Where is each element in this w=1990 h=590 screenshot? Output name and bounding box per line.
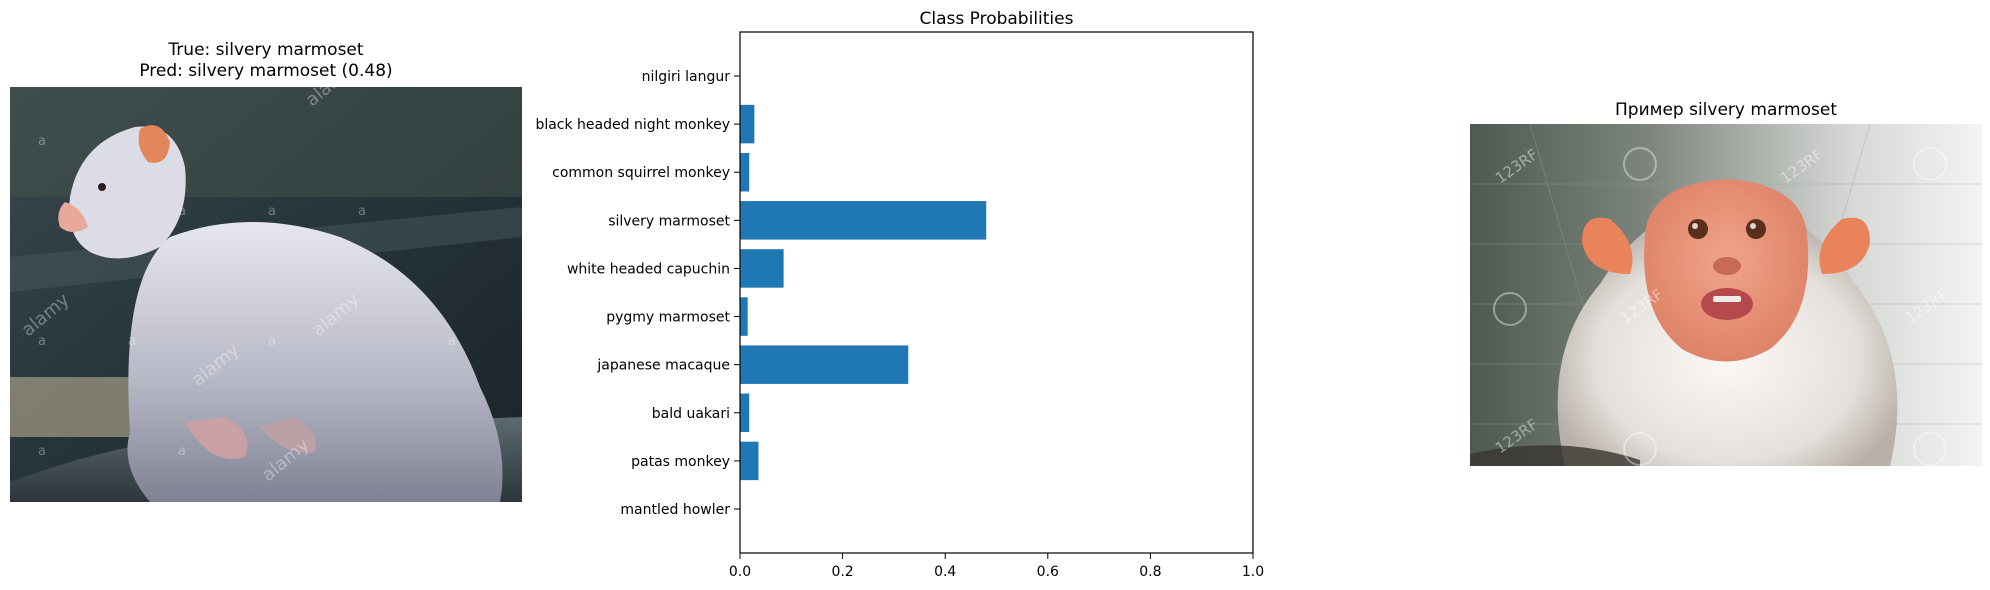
y-tick-label: pygmy marmoset [606, 310, 730, 326]
bar-black-headed-night-monkey [740, 104, 755, 144]
bar-silvery-marmoset [740, 201, 987, 240]
watermark-letter: a [178, 444, 186, 459]
y-tick-label: bald uakari [652, 406, 730, 422]
bar-patas-monkey [740, 441, 759, 481]
x-tick-label: 0.4 [934, 564, 956, 580]
y-axis-ticks: nilgiri langur black headed night monkey c… [535, 69, 740, 518]
watermark-letter: a [38, 334, 46, 349]
marmoset-photo-right: 123RF 123RF 123RF 123RF 123RF [1470, 124, 1982, 466]
true-label: True: silvery marmoset [168, 40, 364, 60]
left-panel-title: True: silvery marmoset Pred: silvery mar… [10, 40, 522, 82]
plot-frame [739, 31, 1254, 554]
y-tick-label: mantled howler [620, 502, 730, 518]
y-tick-label: white headed capuchin [567, 261, 730, 277]
bar-white-headed-capuchin [740, 249, 784, 288]
pred-label: Pred: silvery marmoset (0.48) [139, 61, 393, 81]
bar-japanese-macaque [740, 345, 909, 384]
y-tick-label: black headed night monkey [535, 117, 730, 133]
y-tick-label: japanese macaque [596, 358, 730, 374]
watermark-letter: a [448, 334, 456, 349]
watermark-letter: a [38, 444, 46, 459]
bar-bald-uakari [740, 393, 750, 433]
marmoset-photo-left-art: alamy alamy alamy alamy alamy a a a a a … [10, 87, 522, 502]
marmoset-photo-left: alamy alamy alamy alamy alamy a a a a a … [10, 87, 522, 502]
watermark-letter: a [268, 334, 276, 349]
watermark-letter: a [268, 204, 276, 219]
x-tick-label: 0.2 [831, 564, 853, 580]
watermark-letter: a [38, 134, 46, 149]
bars-layer [740, 104, 987, 481]
watermark-letter: a [128, 334, 136, 349]
x-tick-label: 0.8 [1139, 564, 1161, 580]
x-axis-ticks: 0.0 0.2 0.4 0.6 0.8 1.0 [729, 553, 1264, 580]
bar-common-squirrel-monkey [740, 152, 750, 192]
x-tick-label: 0.6 [1037, 564, 1059, 580]
x-tick-label: 0.0 [729, 564, 751, 580]
y-tick-label: silvery marmoset [608, 213, 730, 229]
bar-pygmy-marmoset [740, 297, 748, 336]
y-tick-label: patas monkey [631, 454, 730, 470]
watermark-letter: a [178, 204, 186, 219]
right-panel-title: Пример silvery marmoset [1615, 100, 1837, 120]
x-tick-label: 1.0 [1242, 564, 1264, 580]
y-tick-label: common squirrel monkey [552, 165, 730, 181]
y-tick-label: nilgiri langur [642, 69, 731, 85]
chart-title: Class Probabilities [920, 9, 1074, 29]
marmoset-photo-right-art: 123RF 123RF 123RF 123RF 123RF [1470, 124, 1982, 466]
watermark-letter: a [358, 204, 366, 219]
